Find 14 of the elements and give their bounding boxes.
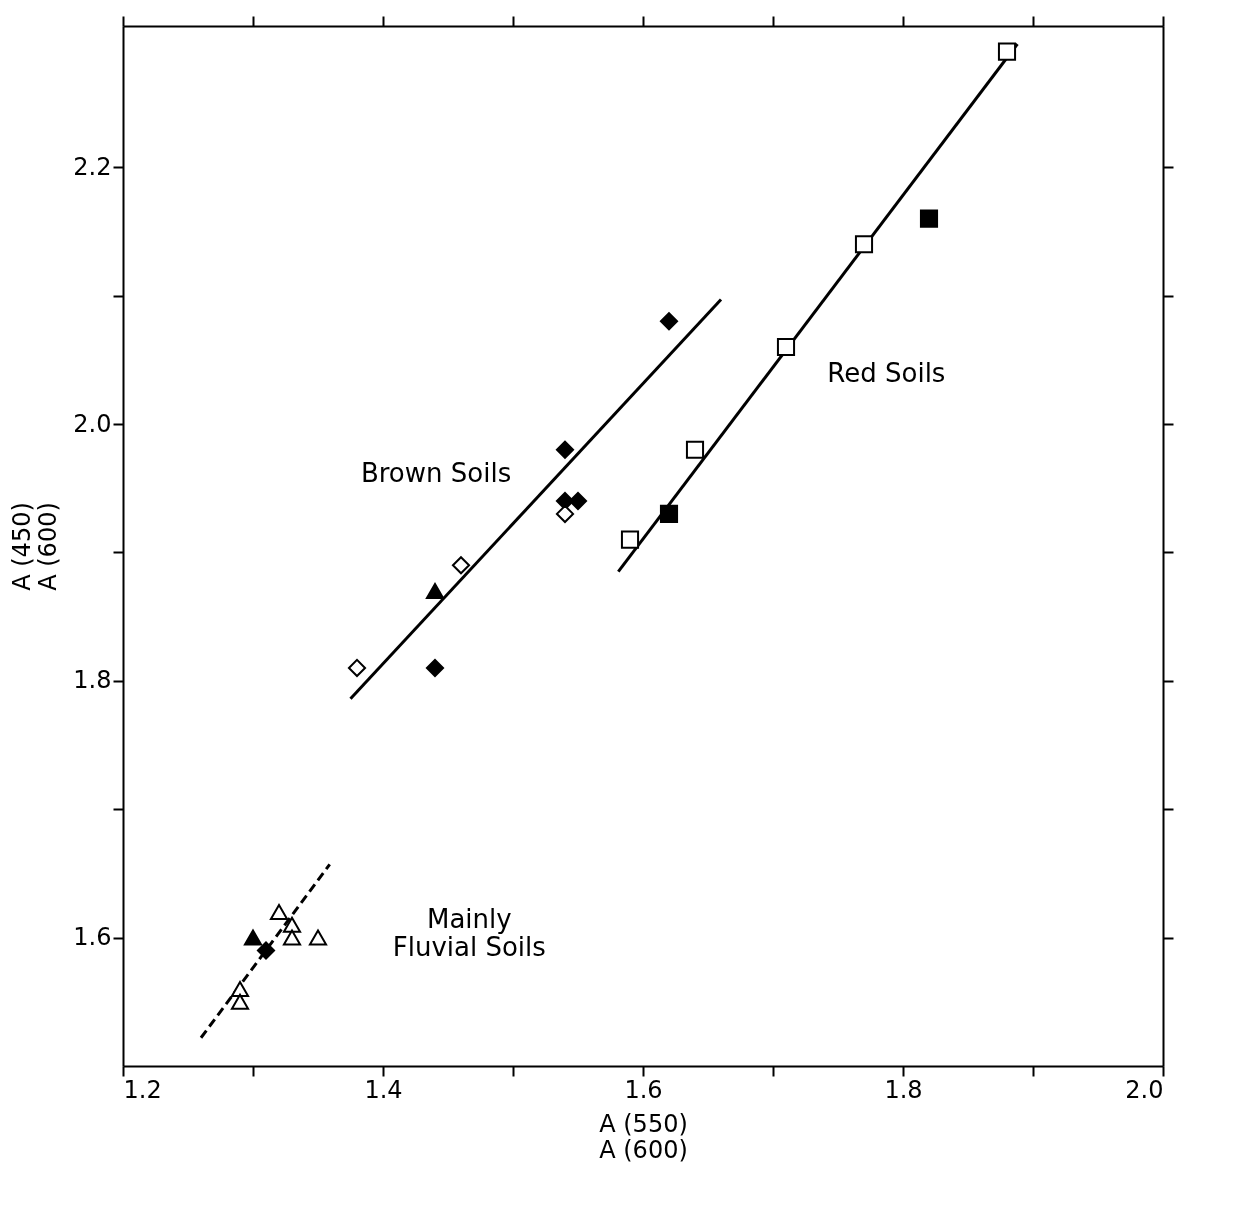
x-tick-label: 1.6 [624, 1075, 663, 1104]
text: 2.0 [1125, 1075, 1164, 1104]
annotation: Red Soils [827, 358, 946, 389]
x-tick-label: 1.2 [123, 1075, 162, 1104]
x-tick-label: 1.4 [364, 1075, 403, 1104]
y-tick-label: 2.2 [73, 152, 112, 181]
annotation: Mainly Fluvial Soils [392, 904, 546, 963]
y-axis-title: A (450) A (600) [8, 502, 63, 591]
annotation: Brown Soils [360, 458, 512, 489]
y-tick-label: 1.6 [73, 923, 112, 952]
text: 2.0 [73, 409, 112, 438]
x-tick-label: 1.8 [884, 1075, 923, 1104]
y-tick-label: 1.8 [73, 666, 112, 695]
x-axis-title: A (550) A (600) [599, 1109, 688, 1164]
